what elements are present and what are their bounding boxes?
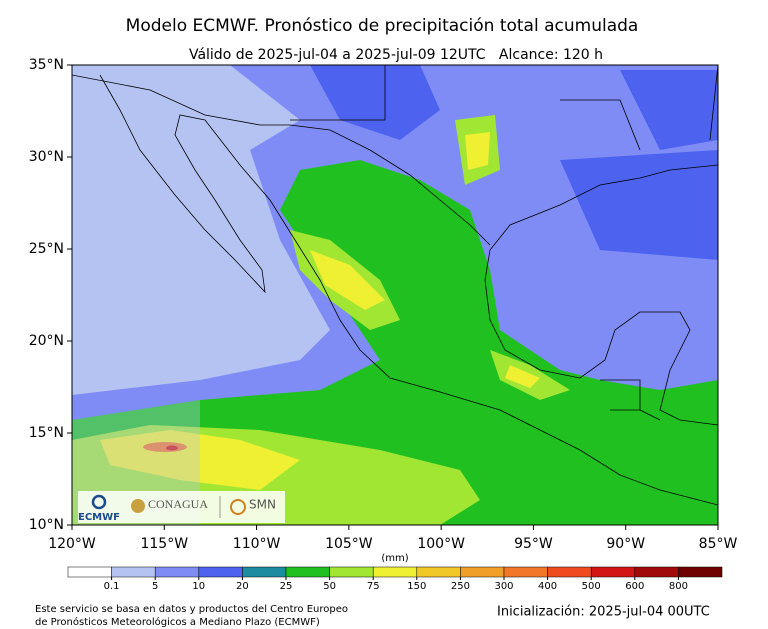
colorbar-label: 25 (280, 581, 293, 592)
lat-tick-label: 10°N (29, 517, 64, 533)
field (166, 445, 178, 451)
colorbar-swatch (678, 566, 723, 578)
colorbar-swatch (416, 566, 461, 578)
colorbar-label: 250 (451, 581, 470, 592)
colorbar-swatch (198, 566, 243, 578)
colorbar-label: 400 (538, 581, 557, 592)
lat-tick-label: 30°N (29, 149, 64, 165)
colorbar-swatch (547, 566, 592, 578)
lat-tick-label: 20°N (29, 333, 64, 349)
lat-tick-label: 15°N (29, 425, 64, 441)
coastlines (72, 65, 718, 506)
colorbar-swatch (503, 566, 548, 578)
colorbar-swatch (111, 566, 156, 578)
colorbar-swatch (590, 566, 636, 578)
colorbar-label: 10 (192, 581, 205, 592)
footer-source: de Pronósticos Meteorológicos a Mediano … (35, 616, 320, 628)
smn-icon (230, 499, 246, 515)
field (100, 132, 540, 490)
colorbar-swatch (67, 566, 112, 578)
lon-tick-label: 85°W (699, 536, 738, 552)
lon-tick-label: 100°W (417, 536, 465, 552)
lat-tick-label: 35°N (29, 57, 64, 73)
colorbar-label: 300 (494, 581, 513, 592)
ecmwf-logo: ECMWF (78, 512, 120, 523)
colorbar-label: 600 (625, 581, 644, 592)
field (72, 115, 570, 525)
colorbar-swatch (634, 566, 679, 578)
colorbar-swatch (285, 566, 330, 578)
ecmwf-icon (91, 494, 107, 510)
map-frame (71, 64, 719, 526)
lon-tick-label: 110°W (233, 536, 281, 552)
colorbar-unit: (mm) (381, 553, 408, 564)
subtitle: Válido de 2025-jul-04 a 2025-jul-09 12UT… (189, 47, 603, 63)
lon-tick-label: 105°W (325, 536, 373, 552)
title: Modelo ECMWF. Pronóstico de precipitació… (126, 16, 639, 36)
logo-strip: ECMWF CONAGUA SMN (78, 491, 285, 523)
colorbar-swatch (242, 566, 287, 578)
conagua-logo: CONAGUA (148, 497, 208, 511)
precip-field (72, 65, 718, 525)
colorbar-label: 50 (323, 581, 336, 592)
footer-source: Este servicio se basa en datos y product… (35, 604, 348, 615)
lon-tick-label: 90°W (606, 536, 645, 552)
lat-tick-label: 25°N (29, 241, 64, 257)
logo-background (78, 491, 285, 523)
colorbar-label: 75 (367, 581, 380, 592)
smn-logo: SMN (249, 498, 276, 512)
field (310, 65, 718, 260)
colorbar-swatch (154, 566, 200, 578)
lon-tick-label: 115°W (140, 536, 188, 552)
colorbar-label: 150 (407, 581, 426, 592)
colorbar-swatch (329, 566, 374, 578)
lon-tick-label: 120°W (48, 536, 96, 552)
colorbar-label: 5 (152, 581, 158, 592)
colorbar-label: 800 (669, 581, 688, 592)
colorbar-label: 0.1 (104, 581, 120, 592)
footer-init: Inicialización: 2025-jul-04 00UTC (497, 605, 710, 620)
colorbar-swatch (372, 566, 418, 578)
colorbar-swatch (460, 566, 505, 578)
lon-tick-label: 95°W (514, 536, 553, 552)
colorbar-label: 500 (582, 581, 601, 592)
colorbar-label: 20 (236, 581, 249, 592)
conagua-icon (131, 499, 145, 513)
